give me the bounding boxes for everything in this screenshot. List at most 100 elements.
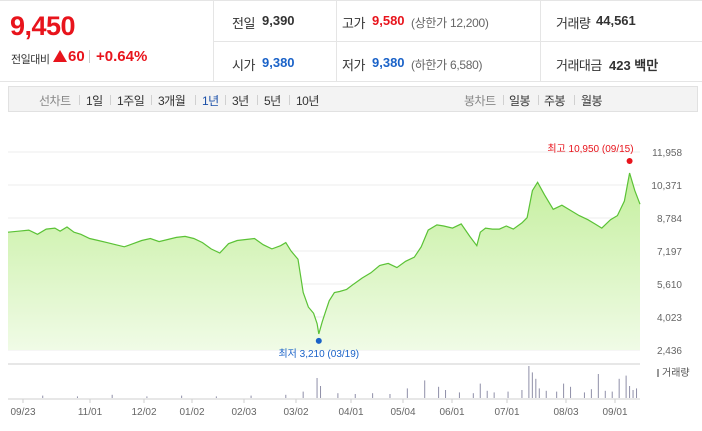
volume-bar <box>472 393 474 398</box>
divider <box>289 95 290 105</box>
period-10y[interactable]: 10년 <box>296 94 319 108</box>
volume-value: 44,561 <box>596 13 636 28</box>
volume-bar <box>583 392 585 398</box>
volume-bar <box>320 386 322 398</box>
change-percent: +0.64% <box>96 48 148 65</box>
line-chart-label: 선차트 <box>39 94 71 108</box>
divider <box>151 95 152 105</box>
change-label: 전일대비 <box>11 54 50 66</box>
x-tick-label: 05/04 <box>390 407 415 418</box>
y-axis: 11,958 10,371 8,784 7,197 5,610 4,023 2,436 <box>651 148 682 357</box>
volume-bar <box>563 383 565 398</box>
volume-bar <box>493 392 495 398</box>
volume-bar <box>438 386 440 398</box>
divider <box>538 95 539 105</box>
volume-bar <box>597 374 599 398</box>
divider <box>540 1 541 81</box>
volume-bar <box>531 372 533 398</box>
volume-bar <box>556 391 558 398</box>
turnover-label: 거래대금 <box>556 58 602 73</box>
volume-bar <box>76 396 78 398</box>
volume-legend: 거래량 <box>662 367 690 379</box>
x-tick-label: 12/02 <box>131 407 156 418</box>
volume-bar <box>636 388 638 398</box>
volume-bar <box>486 390 488 398</box>
up-triangle-icon <box>53 50 67 62</box>
low-value: 9,380 <box>372 55 405 70</box>
volume-bar <box>590 389 592 398</box>
volume-bar <box>111 394 113 398</box>
period-5y[interactable]: 5년 <box>264 94 281 108</box>
y-tick-label: 5,610 <box>657 280 682 291</box>
x-tick-label: 02/03 <box>231 407 256 418</box>
lower-limit: (하한가 6,580) <box>411 58 483 72</box>
volume-label: 거래량 <box>556 16 591 31</box>
volume-bar <box>507 391 509 398</box>
upper-limit: (상한가 12,200) <box>411 16 489 30</box>
period-1w[interactable]: 1주일 <box>117 94 145 108</box>
volume-bar <box>389 394 391 398</box>
volume-bar <box>372 393 374 398</box>
period-1y[interactable]: 1년 <box>202 94 219 108</box>
divider <box>336 1 337 81</box>
volume-bar <box>618 378 620 398</box>
min-point-marker <box>315 337 322 344</box>
volume-bar <box>458 392 460 398</box>
high-label: 고가 <box>342 16 365 31</box>
price-line <box>7 172 641 335</box>
x-tick-label: 06/01 <box>439 407 464 418</box>
candle-daily[interactable]: 일봉 <box>509 94 531 108</box>
divider <box>89 50 90 63</box>
y-tick-label: 8,784 <box>657 214 682 225</box>
volume-bar <box>215 396 217 398</box>
volume-bar <box>146 396 148 398</box>
volume-bar <box>337 393 339 398</box>
x-tick-label: 07/01 <box>494 407 519 418</box>
open-label: 시가 <box>232 58 255 73</box>
quote-panel: 9,450 전일대비 60 +0.64% 전일 9,390 고가 9,580 (… <box>0 0 702 82</box>
volume-bar <box>604 390 606 398</box>
max-point-marker <box>626 157 633 164</box>
period-3m[interactable]: 3개월 <box>158 94 186 108</box>
volume-bar <box>354 394 356 398</box>
x-tick-label: 09/01 <box>602 407 627 418</box>
price-area <box>8 173 640 350</box>
candle-chart-label: 봉차트 <box>464 94 496 108</box>
candle-weekly[interactable]: 주봉 <box>544 94 566 108</box>
y-tick-label: 4,023 <box>657 313 682 324</box>
x-tick-label: 04/01 <box>338 407 363 418</box>
y-tick-label: 7,197 <box>657 247 682 258</box>
prev-close-value: 9,390 <box>262 13 295 28</box>
volume-bar <box>632 390 634 398</box>
open-value: 9,380 <box>262 55 295 70</box>
divider <box>79 95 80 105</box>
volume-bar <box>250 395 252 398</box>
divider <box>574 95 575 105</box>
divider <box>214 41 702 42</box>
candle-monthly[interactable]: 월봉 <box>581 94 603 108</box>
x-tick-label: 01/02 <box>179 407 204 418</box>
y-tick-label: 2,436 <box>657 346 682 357</box>
volume-bar <box>302 391 304 398</box>
volume-bar <box>528 366 530 398</box>
period-1d[interactable]: 1일 <box>86 94 103 108</box>
period-3y[interactable]: 3년 <box>232 94 249 108</box>
x-tick-label: 08/03 <box>553 407 578 418</box>
current-price: 9,450 <box>10 11 76 41</box>
volume-bar <box>42 395 44 398</box>
divider <box>110 95 111 105</box>
divider <box>503 95 504 105</box>
volume-bar <box>285 394 287 398</box>
price-chart: 최고 10,950 (09/15) 최저 3,210 (03/19) 11,95… <box>7 143 690 418</box>
volume-bar <box>181 395 183 398</box>
volume-bar <box>316 378 318 398</box>
x-tick-label: 03/02 <box>283 407 308 418</box>
low-label: 저가 <box>342 58 365 73</box>
volume-bar <box>611 391 613 398</box>
volume-bar <box>521 390 523 398</box>
x-tick-label: 11/01 <box>78 407 103 418</box>
x-axis: 09/23 11/01 12/02 01/02 02/03 03/02 04/01 05/04… <box>10 399 628 418</box>
prev-close-label: 전일 <box>232 16 255 31</box>
y-tick-label: 11,958 <box>652 148 682 159</box>
volume-legend-icon <box>657 369 659 377</box>
